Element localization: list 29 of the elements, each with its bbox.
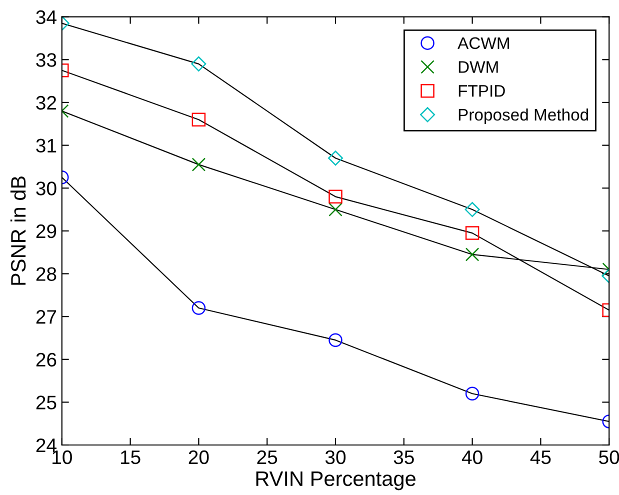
x-axis-title: RVIN Percentage xyxy=(256,472,416,490)
y-tick-label: 27 xyxy=(36,310,56,324)
x-tick-label: 35 xyxy=(394,450,414,464)
x-tick-label: 45 xyxy=(530,450,551,464)
legend-label: FTPID xyxy=(458,85,505,97)
y-tick-label: 24 xyxy=(36,438,56,452)
x-tick-label: 25 xyxy=(257,450,278,464)
x-tick-label: 40 xyxy=(462,450,482,464)
x-tick-label: 30 xyxy=(325,450,346,464)
x-tick-label: 15 xyxy=(120,450,140,464)
point xyxy=(328,150,343,166)
y-tick-label: 26 xyxy=(36,352,56,367)
y-tick-label: 29 xyxy=(36,224,56,238)
point xyxy=(328,333,342,347)
x-tick-label: 50 xyxy=(599,450,619,464)
y-tick-label: 33 xyxy=(36,53,56,67)
legend-label: Proposed Method xyxy=(458,108,588,124)
y-tick-label: 28 xyxy=(36,267,56,281)
point xyxy=(328,190,342,204)
y-tick-label: 25 xyxy=(36,396,56,410)
y-tick-label: 34 xyxy=(36,10,56,24)
x-tick-label: 10 xyxy=(52,450,72,464)
y-tick-label: 30 xyxy=(36,182,56,196)
y-tick-label: 32 xyxy=(36,96,56,110)
y-axis-title: PSNR in dB xyxy=(10,176,26,285)
legend-label: DWM xyxy=(458,61,498,73)
legend-label: ACWM xyxy=(458,37,509,50)
y-tick-label: 31 xyxy=(36,138,56,153)
x-tick-label: 20 xyxy=(188,450,209,464)
